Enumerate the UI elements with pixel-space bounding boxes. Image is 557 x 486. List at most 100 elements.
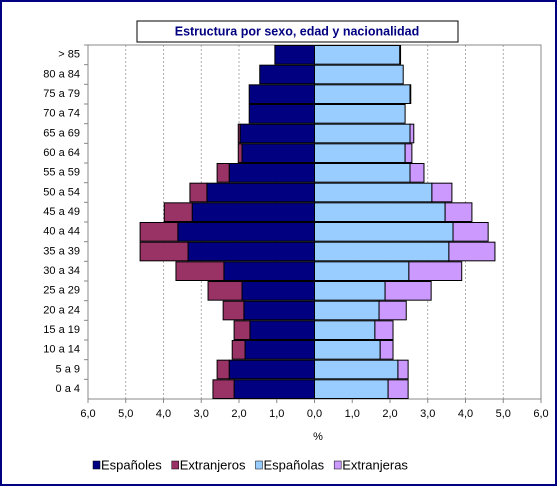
- bar: [237, 123, 241, 144]
- bar: [163, 202, 193, 222]
- bar: [314, 320, 376, 341]
- legend-swatch: [333, 460, 342, 470]
- bar: [448, 241, 496, 262]
- bar: [314, 359, 399, 380]
- x-axis-label: %: [313, 431, 323, 443]
- bar: [228, 359, 315, 380]
- legend-label: Extranjeros: [180, 457, 246, 472]
- bar: [187, 241, 316, 262]
- bar: [314, 281, 386, 301]
- bar: [314, 300, 380, 321]
- y-tick-label: 40 a 44: [43, 226, 80, 238]
- y-tick-label: 30 a 34: [43, 265, 80, 277]
- y-tick-label: 80 a 84: [43, 68, 80, 80]
- bar: [248, 104, 316, 124]
- bar: [314, 261, 410, 282]
- x-tick-label: 6,0: [533, 408, 548, 420]
- x-tick-label: 1,0: [269, 408, 284, 420]
- bar: [139, 241, 189, 262]
- x-tick-label: 6,0: [80, 408, 95, 420]
- bar: [191, 202, 315, 222]
- legend-label: Españoles: [101, 457, 162, 472]
- bar: [189, 182, 208, 203]
- x-tick-label: 1,0: [345, 408, 360, 420]
- y-tick-label: 20 a 24: [43, 304, 80, 316]
- bar: [175, 261, 225, 282]
- y-tick-label: > 85: [58, 49, 80, 61]
- bar: [177, 222, 315, 242]
- bar: [397, 359, 409, 380]
- x-tick-label: 4,0: [156, 408, 171, 420]
- bar: [241, 281, 316, 301]
- bar: [207, 281, 243, 301]
- legend-swatch: [92, 460, 101, 470]
- bar: [404, 143, 413, 163]
- title-box: [136, 20, 459, 43]
- bar: [249, 320, 315, 341]
- bar: [248, 84, 316, 105]
- x-tick-label: 3,0: [420, 408, 435, 420]
- y-tick-label: 25 a 29: [43, 285, 80, 297]
- y-tick-label: 10 a 14: [43, 344, 80, 356]
- y-tick-label: 55 a 59: [43, 167, 80, 179]
- y-tick-label: 60 a 64: [43, 147, 80, 159]
- bar: [409, 84, 412, 105]
- x-tick-label: 5,0: [496, 408, 511, 420]
- bar: [314, 143, 406, 163]
- bar: [314, 84, 411, 105]
- bar: [409, 163, 425, 183]
- bar: [228, 163, 315, 183]
- bar: [314, 163, 411, 183]
- legend-swatch: [255, 460, 263, 470]
- bar: [409, 123, 415, 144]
- bar: [431, 182, 453, 203]
- bar: [379, 340, 394, 360]
- bar: [222, 300, 245, 321]
- bar: [399, 45, 402, 65]
- bar: [452, 222, 489, 242]
- bar: [314, 379, 389, 400]
- bar: [314, 104, 406, 124]
- bar: [206, 182, 316, 203]
- y-tick-label: 75 a 79: [43, 88, 80, 100]
- bar: [233, 379, 315, 400]
- x-tick-label: 4,0: [458, 408, 473, 420]
- chart-title: Estructura por sexo, edad y nacionalidad: [175, 24, 420, 38]
- bar: [314, 182, 433, 203]
- bar: [408, 261, 463, 282]
- bar: [314, 64, 404, 85]
- bar: [314, 45, 401, 65]
- bar: [216, 163, 230, 183]
- y-tick-label: 15 a 19: [43, 324, 80, 336]
- bar: [384, 281, 432, 301]
- y-tick-label: 65 a 69: [43, 127, 80, 139]
- bar: [274, 45, 315, 65]
- x-tick-label: 5,0: [118, 408, 133, 420]
- bar: [374, 320, 394, 341]
- y-tick-label: 0 a 4: [56, 383, 80, 395]
- bar: [444, 202, 473, 222]
- x-tick-label: 3,0: [194, 408, 209, 420]
- bar: [139, 222, 179, 242]
- bar: [378, 300, 407, 321]
- bar: [241, 143, 316, 163]
- y-tick-label: 70 a 74: [43, 108, 80, 120]
- bar: [216, 359, 230, 380]
- bar: [314, 241, 450, 262]
- bar: [239, 123, 316, 144]
- bar: [314, 340, 381, 360]
- y-tick-label: 45 a 49: [43, 206, 80, 218]
- bar: [259, 64, 316, 85]
- legend-swatch: [171, 460, 179, 470]
- bar: [314, 202, 446, 222]
- x-tick-label: 2,0: [231, 408, 246, 420]
- bar: [233, 320, 251, 341]
- y-tick-label: 5 a 9: [56, 363, 80, 375]
- bar: [314, 123, 411, 144]
- legend-label: Españolas: [263, 457, 324, 472]
- bar: [237, 143, 243, 163]
- x-tick-label: 0,0: [307, 408, 322, 420]
- bar: [244, 340, 315, 360]
- x-tick-label: 2,0: [382, 408, 397, 420]
